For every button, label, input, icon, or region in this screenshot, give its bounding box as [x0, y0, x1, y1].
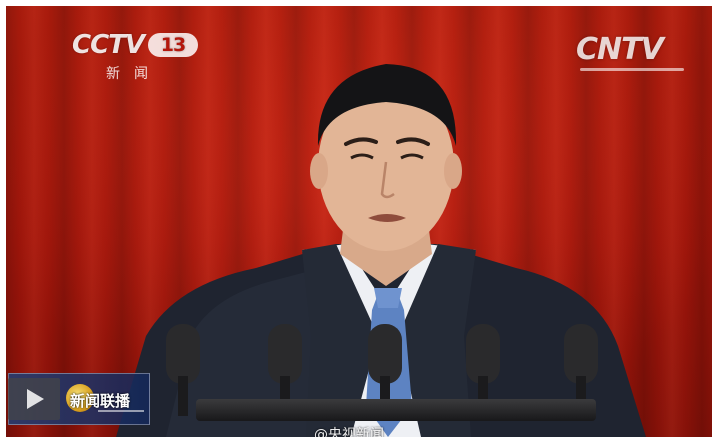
program-label-underline [98, 410, 144, 412]
speaker-figure [116, 64, 646, 437]
left-ear [310, 153, 328, 189]
cntv-logo: CNTV [576, 32, 664, 67]
mic-4 [466, 324, 500, 384]
play-icon[interactable] [8, 378, 60, 420]
globe-icon [66, 384, 94, 412]
mic-5 [564, 324, 598, 384]
tie-knot [374, 288, 402, 308]
cctv-brand: CCTV 13 [72, 30, 199, 60]
mic-1 [166, 324, 200, 384]
cntv-logo-underline [580, 68, 684, 71]
channel-number-badge: 13 [148, 33, 199, 57]
mic-2 [268, 324, 302, 384]
program-label: 新闻联播 [70, 392, 131, 410]
cctv13-logo: CCTV 13 新闻 [72, 30, 222, 84]
hair [317, 64, 457, 146]
nose [380, 161, 395, 199]
mouth [368, 214, 406, 222]
mic-3 [368, 324, 402, 384]
left-eye [350, 153, 374, 160]
left-lapel [302, 244, 378, 437]
suit-shading [166, 272, 336, 437]
video-frame: CCTV 13 新闻 CNTV 新闻联播 @央视新闻 [6, 6, 712, 437]
channel-subtitle: 新闻 [106, 66, 162, 82]
right-ear [444, 153, 462, 189]
right-eyebrow [396, 137, 430, 146]
cctv-brand-text: CCTV [72, 30, 145, 60]
mic-bar [196, 399, 596, 421]
microphones [166, 324, 598, 416]
watermark: @央视新闻 [314, 427, 384, 437]
left-eyebrow [344, 137, 378, 146]
right-eye [400, 153, 424, 160]
right-lapel [398, 244, 476, 437]
